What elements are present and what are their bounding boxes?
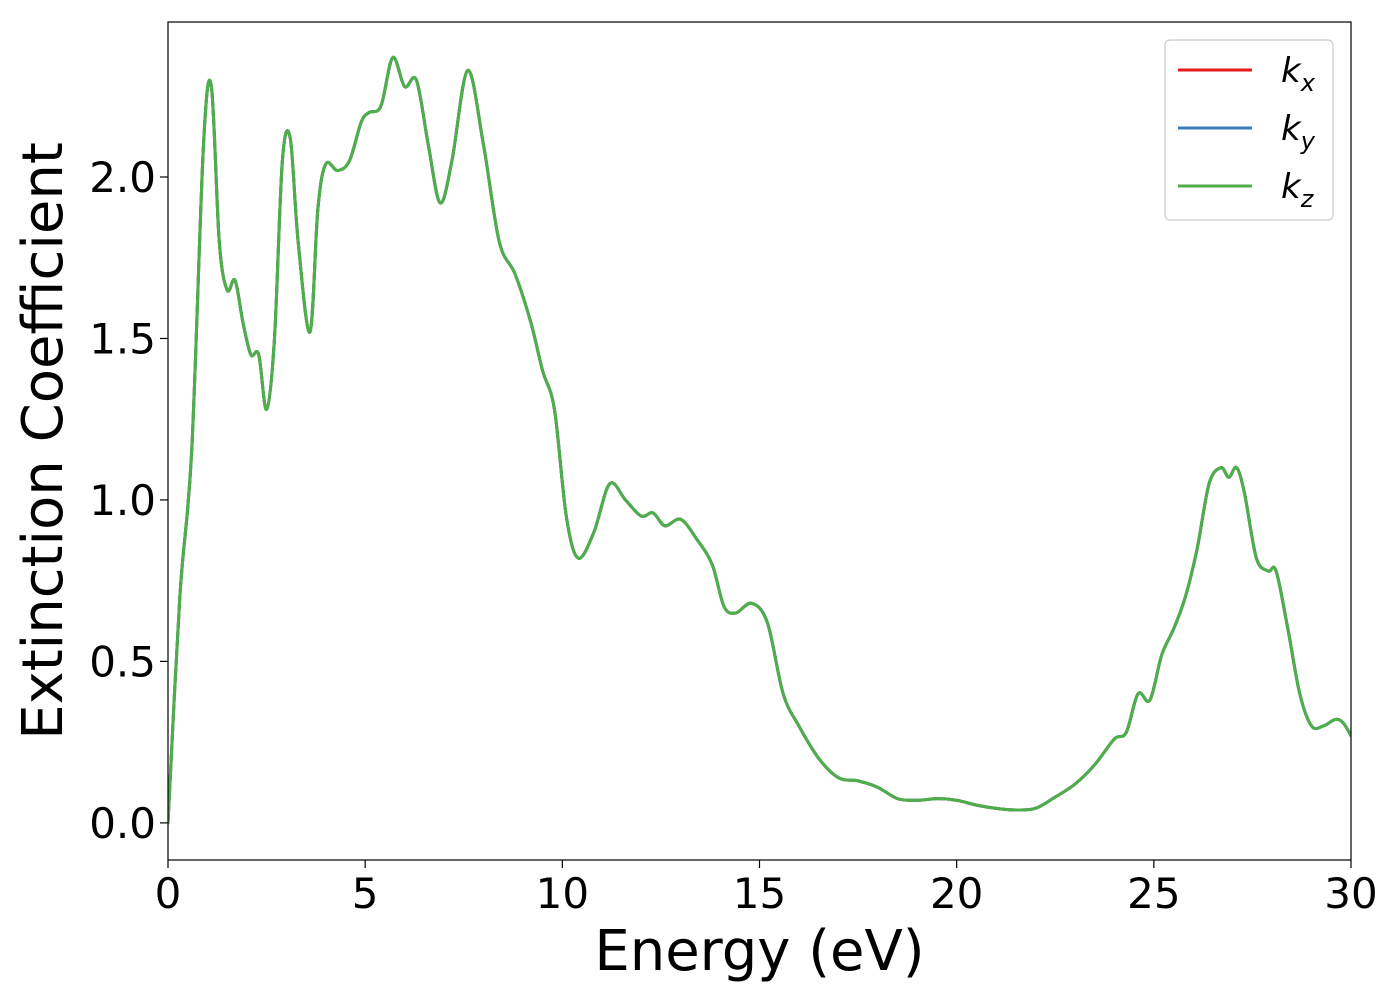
plot-background bbox=[168, 22, 1351, 860]
series-layer bbox=[168, 56, 1351, 825]
x-axis-title: Energy (eV) bbox=[594, 919, 924, 984]
y-tick-label: 1.5 bbox=[89, 314, 156, 363]
y-tick-label: 1.0 bbox=[89, 476, 156, 525]
x-tick-label: 0 bbox=[155, 869, 182, 918]
y-axis: 0.0 0.5 1.0 1.5 2.0 bbox=[89, 153, 168, 848]
x-tick-label: 5 bbox=[352, 869, 379, 918]
x-tick-label: 20 bbox=[930, 869, 983, 918]
y-tick-label: 2.0 bbox=[89, 153, 156, 202]
series-line-kz bbox=[168, 56, 1351, 825]
y-tick-label: 0.5 bbox=[89, 637, 156, 686]
x-axis: 0 5 10 15 20 25 30 bbox=[155, 860, 1378, 918]
x-tick-label: 30 bbox=[1324, 869, 1377, 918]
y-tick-label: 0.0 bbox=[89, 799, 156, 848]
x-tick-label: 15 bbox=[733, 869, 786, 918]
x-tick-label: 25 bbox=[1127, 869, 1180, 918]
y-axis-title: Extinction Coefficient bbox=[11, 142, 76, 740]
legend-frame bbox=[1164, 39, 1334, 221]
x-tick-label: 10 bbox=[536, 869, 589, 918]
